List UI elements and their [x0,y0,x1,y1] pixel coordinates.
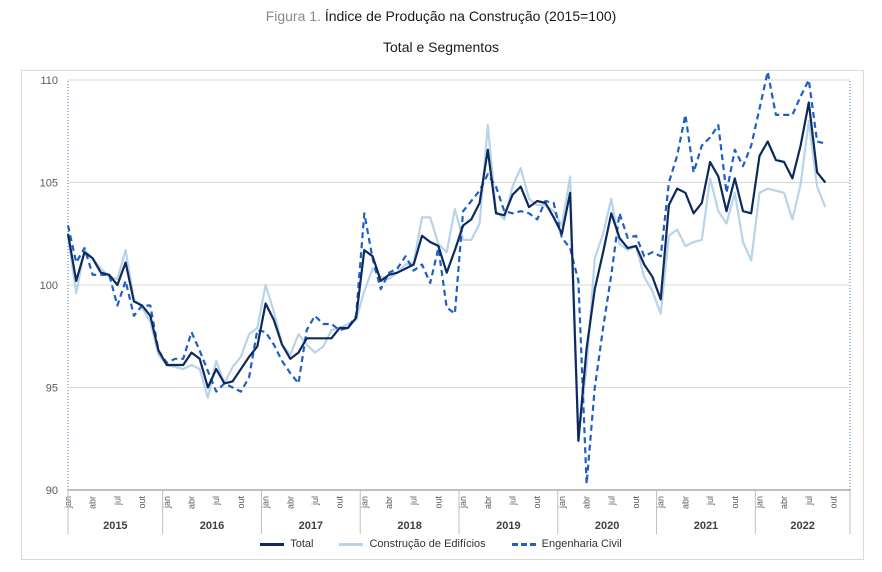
legend-item-engenharia: Engenharia Civil [511,538,622,550]
x-year-label: 2017 [299,520,323,532]
y-tick-label: 90 [46,485,58,497]
x-month-label: abr [384,496,394,509]
series-line-edificios [66,119,827,442]
legend-swatch-edificios [339,542,364,546]
x-month-label: abr [680,496,690,509]
legend-item-total: Total [260,538,313,550]
legend-swatch-total [260,542,285,546]
x-month-label: jul [112,496,122,506]
figure-title: Figura 1. Índice de Produção na Construç… [0,8,882,24]
legend: Total Construção de Edifícios Engenharia… [0,538,882,550]
legend-item-edificios: Construção de Edifícios [339,538,486,550]
x-month-label: jan [656,496,666,509]
x-month-label: out [730,496,740,509]
x-month-label: out [335,496,345,509]
x-month-label: abr [88,496,98,509]
chart-frame [21,70,864,560]
legend-label-total: Total [290,538,314,550]
series-line-engenharia [66,70,826,485]
x-month-label: jan [162,496,172,509]
x-month-label: jul [211,496,221,506]
x-year-label: 2015 [103,520,127,532]
legend-label-engenharia: Engenharia Civil [541,538,622,550]
x-month-label: jan [754,496,764,509]
x-year-label: 2022 [790,520,814,532]
x-year-label: 2021 [694,520,718,532]
x-month-label: jan [261,496,271,509]
chart-title: Índice de Produção na Construção (2015=1… [324,8,617,24]
x-month-label: jul [508,496,518,506]
x-month-label: abr [186,496,196,509]
x-month-label: jul [409,496,419,506]
y-tick-label: 95 [46,383,58,395]
x-year-label: 2016 [200,520,224,532]
y-tick-label: 100 [40,280,58,292]
series-line-total [66,101,827,442]
legend-label-edificios: Construção de Edifícios [369,538,486,550]
y-tick-label: 110 [40,75,58,87]
x-month-label: abr [582,496,592,509]
legend-swatch-engenharia [511,542,536,546]
x-month-label: out [137,496,147,509]
x-month-label: jan [458,496,468,509]
x-month-label: jul [606,496,616,506]
y-tick-label: 105 [40,178,58,190]
x-month-label: out [433,496,443,509]
figure-prefix: Figura 1. [265,8,321,24]
x-month-label: jan [557,496,567,509]
x-month-label: out [532,496,542,509]
x-month-label: out [631,496,641,509]
x-month-label: jul [804,496,814,506]
x-month-label: jan [359,496,369,509]
x-month-label: out [236,496,246,509]
x-month-label: out [829,496,839,509]
x-month-label: abr [285,496,295,509]
x-year-label: 2019 [496,520,520,532]
x-month-label: jul [705,496,715,506]
x-year-label: 2018 [397,520,421,532]
x-month-label: abr [779,496,789,509]
x-year-label: 2020 [595,520,619,532]
x-month-label: jul [310,496,320,506]
x-month-label: abr [483,496,493,509]
chart-subtitle: Total e Segmentos [383,39,499,55]
